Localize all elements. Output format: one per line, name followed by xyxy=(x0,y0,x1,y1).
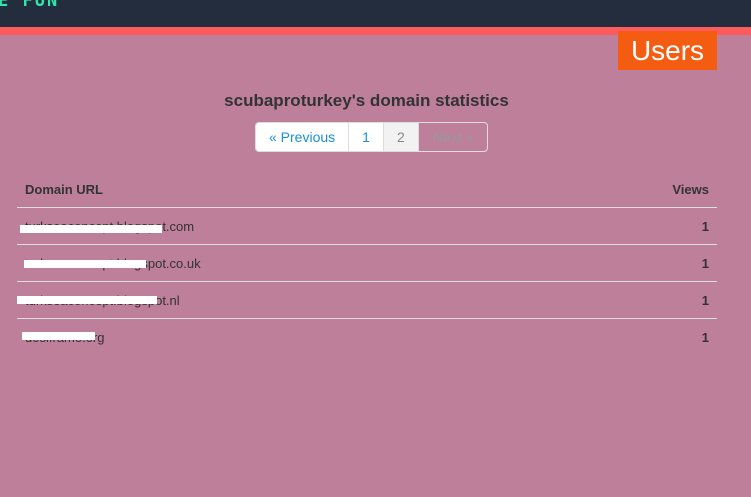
redaction-mark xyxy=(17,296,157,304)
views-count: 1 xyxy=(701,330,709,345)
domain-stats-table: Domain URL Views turkseaconcept.blogspot… xyxy=(17,172,717,356)
views-count: 1 xyxy=(701,219,709,234)
next-page-button: Next » xyxy=(432,129,474,145)
table-row: turkseaconcept.blogspot.com 1 xyxy=(17,208,717,245)
views-count: 1 xyxy=(701,293,709,308)
redaction-mark xyxy=(24,260,146,268)
table-row: turkseaconcept.blogspot.co.uk 1 xyxy=(17,245,717,282)
page-2-button[interactable]: 2 xyxy=(383,123,419,151)
pagination: « Previous 1 2 Next » xyxy=(255,122,489,152)
views-count: 1 xyxy=(701,256,709,271)
users-badge[interactable]: Users xyxy=(618,31,717,70)
table-row: dosiframe.org 1 xyxy=(17,319,717,356)
table-header: Domain URL Views xyxy=(17,172,717,208)
redaction-mark xyxy=(20,225,162,233)
table-row: turkseaconcept.blogspot.nl 1 xyxy=(17,282,717,319)
page-title: scubaproturkey's domain statistics xyxy=(224,91,509,110)
page-1-button[interactable]: 1 xyxy=(349,123,384,151)
redaction-mark xyxy=(22,332,95,340)
column-views: Views xyxy=(672,182,709,197)
column-domain-url: Domain URL xyxy=(25,182,103,197)
accent-divider xyxy=(0,27,751,35)
top-navbar: E FUN xyxy=(0,0,751,27)
site-logo[interactable]: E FUN xyxy=(0,0,60,11)
previous-page-button[interactable]: « Previous xyxy=(256,123,350,151)
